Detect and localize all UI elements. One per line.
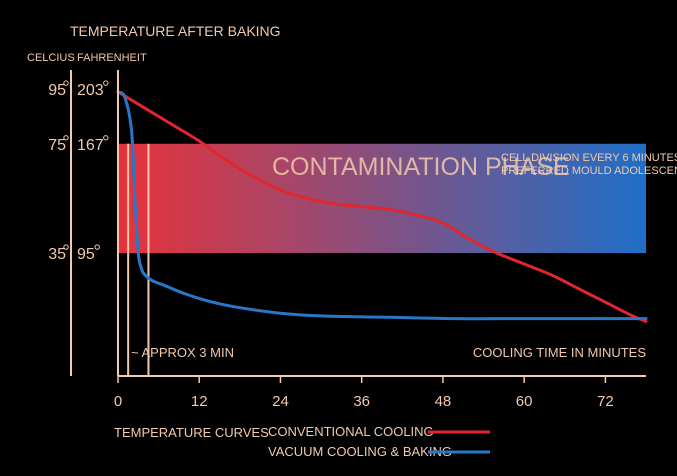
legend-label-conventional: CONVENTIONAL COOLING [268, 424, 434, 439]
x-tick-label: 72 [597, 393, 614, 410]
x-tick-label: 48 [435, 393, 452, 410]
contamination-band [118, 143, 646, 254]
y-tick-celsius: 75 [48, 137, 66, 154]
time-markers [127, 143, 150, 376]
x-tick-label: 0 [114, 393, 122, 410]
legend-title: TEMPERATURE CURVES [114, 425, 269, 440]
degree-symbol [63, 80, 69, 86]
fahrenheit-unit-label: FAHRENHEIT [77, 52, 147, 64]
y-tick-fahrenheit: 95 [77, 246, 95, 263]
series-line-vacuum [116, 90, 648, 321]
band-note-line-2: PREFERRED MOULD ADOLESCENCE [501, 165, 677, 177]
degree-symbol [63, 135, 69, 141]
degree-symbol [103, 135, 109, 141]
x-tick-label: 60 [516, 393, 533, 410]
approx-annotation: ~ APPROX 3 MIN [131, 345, 234, 360]
degree-symbol [103, 80, 109, 86]
y-tick-fahrenheit: 167 [77, 137, 104, 154]
series-line-conventional [116, 90, 648, 323]
y-tick-fahrenheit: 203 [77, 82, 104, 99]
x-tick-label: 36 [353, 393, 370, 410]
celsius-unit-label: CELCIUS [27, 52, 75, 64]
x-axis-label: COOLING TIME IN MINUTES [473, 345, 646, 360]
band-note-line-1: CELL DIVISION EVERY 6 MINUTES [501, 152, 677, 164]
legend-label-vacuum: VACUUM COOLING & BAKING [268, 444, 452, 459]
y-tick-celsius: 95 [48, 82, 66, 99]
x-tick-label: 12 [191, 393, 208, 410]
degree-symbol [63, 244, 69, 250]
degree-symbol [94, 244, 100, 250]
x-tick-label: 24 [272, 393, 289, 410]
chart-title: TEMPERATURE AFTER BAKING [70, 23, 281, 39]
y-tick-celsius: 35 [48, 246, 66, 263]
x-tick-labels: 0 12 24 36 48 60 72 [114, 376, 614, 410]
band-title: CONTAMINATION PHASE [272, 153, 570, 181]
series-lines [116, 90, 648, 323]
y-tick-labels: 95 203 75 167 35 95 [48, 80, 109, 263]
